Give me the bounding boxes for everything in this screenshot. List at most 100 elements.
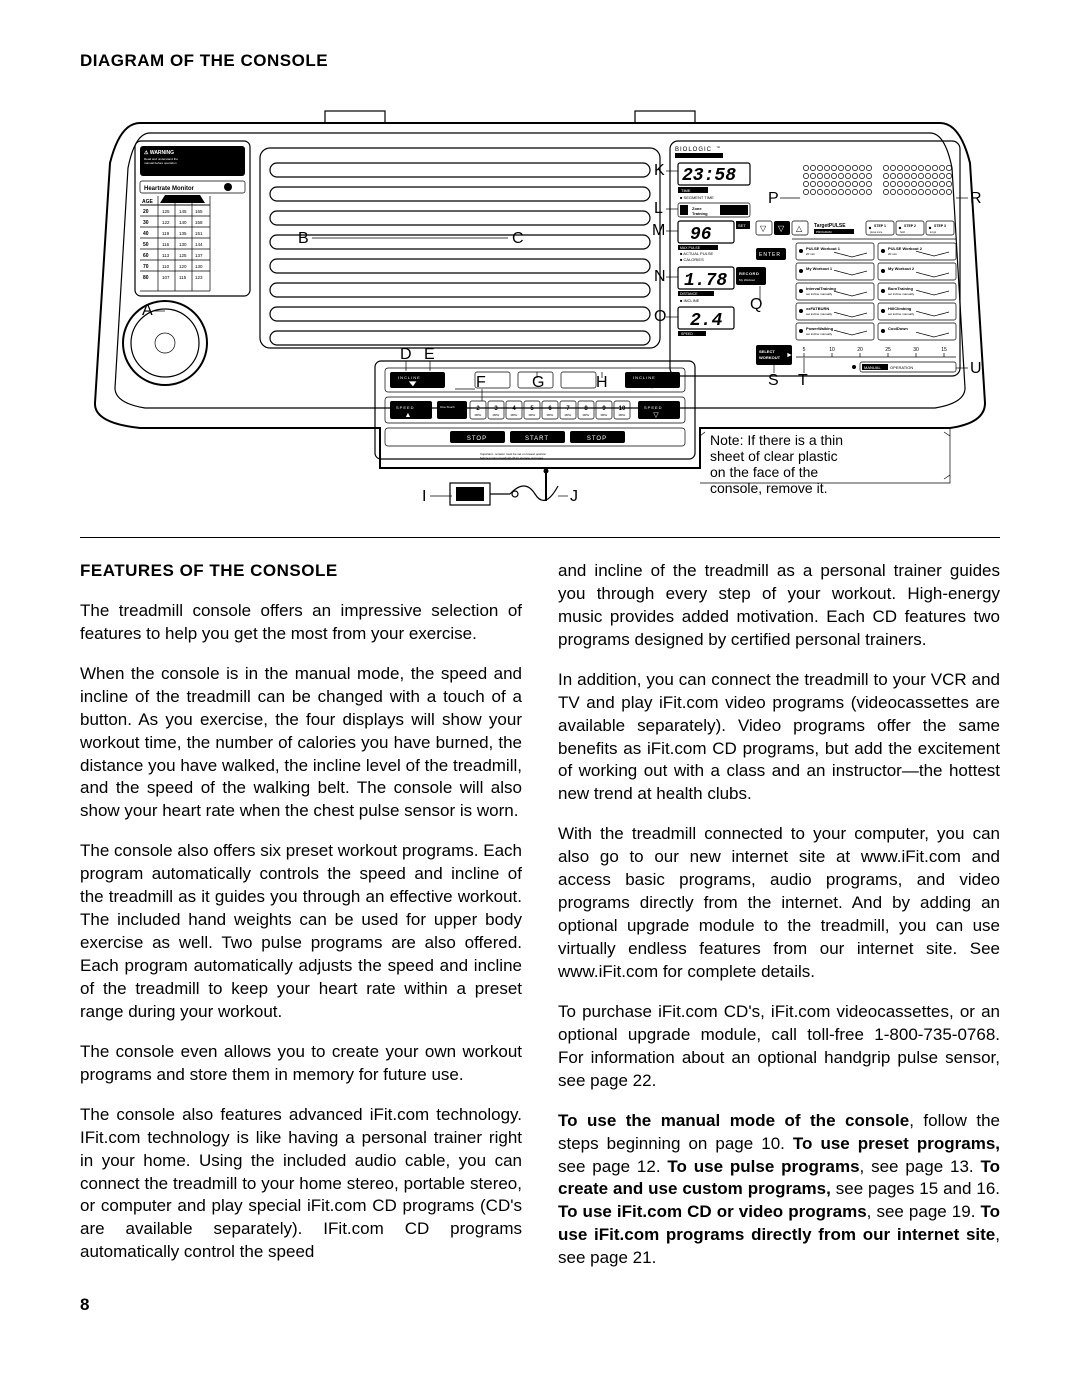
svg-text:135: 135 (179, 231, 187, 236)
svg-text:INCLINE: INCLINE (633, 375, 656, 380)
svg-text:5: 5 (803, 347, 806, 353)
body-paragraph: To purchase iFit.com CD's, iFit.com vide… (558, 1001, 1000, 1093)
svg-text:115: 115 (179, 275, 187, 280)
svg-text:E: E (424, 346, 435, 363)
svg-text:set incline manually: set incline manually (888, 312, 915, 316)
body-paragraph: In addition, you can connect the treadmi… (558, 669, 1000, 807)
svg-text:30: 30 (143, 220, 149, 226)
svg-text:STEP 2: STEP 2 (904, 224, 916, 228)
svg-text:8: 8 (584, 406, 588, 412)
svg-text:■ CALORIES: ■ CALORIES (680, 257, 704, 262)
svg-text:set incline manually: set incline manually (806, 292, 833, 296)
svg-text:■ SEGMENT TIME: ■ SEGMENT TIME (680, 195, 714, 200)
svg-text:MPH: MPH (583, 413, 590, 417)
svg-text:123: 123 (195, 275, 203, 280)
svg-text:P: P (768, 190, 779, 207)
display-speed: 2.4 (690, 311, 723, 331)
display-time: 23:58 (682, 166, 736, 186)
svg-text:40: 40 (143, 231, 149, 237)
svg-text:SELECT: SELECT (759, 349, 775, 354)
svg-text:M: M (652, 222, 665, 239)
section-divider (80, 537, 1000, 538)
svg-text:4: 4 (512, 406, 516, 412)
svg-text:TargetPULSE: TargetPULSE (814, 223, 846, 229)
svg-text:ENTER: ENTER (759, 252, 781, 258)
svg-text:119: 119 (162, 231, 170, 236)
svg-text:110: 110 (162, 264, 170, 269)
diagram-heading: DIAGRAM OF THE CONSOLE (80, 50, 1000, 73)
svg-text:■ INCLINE: ■ INCLINE (680, 298, 700, 303)
svg-text:158: 158 (195, 220, 203, 225)
svg-text:D: D (400, 346, 412, 363)
svg-text:50: 50 (143, 242, 149, 248)
svg-text:INCLINE: INCLINE (398, 375, 421, 380)
svg-text:START: START (525, 436, 549, 442)
svg-text:20: 20 (857, 347, 863, 353)
svg-text:let go: let go (930, 231, 937, 234)
svg-text:SET: SET (738, 223, 746, 228)
body-paragraph: With the treadmill connected to your com… (558, 823, 1000, 984)
svg-text:S: S (768, 372, 779, 389)
svg-text:►: ► (786, 352, 793, 359)
svg-text:120: 120 (179, 264, 187, 269)
svg-text:137: 137 (195, 253, 203, 258)
svg-text:▽: ▽ (778, 224, 785, 233)
svg-text:7: 7 (566, 406, 570, 412)
svg-text:PowerWalking: PowerWalking (806, 326, 834, 331)
svg-text:10: 10 (829, 347, 835, 353)
svg-text:SPEED: SPEED (644, 405, 663, 410)
left-column: FEATURES OF THE CONSOLE The treadmill co… (80, 560, 522, 1287)
body-paragraph: and incline of the treadmill as a person… (558, 560, 1000, 652)
svg-text:R: R (970, 190, 982, 207)
svg-text:STEP 1: STEP 1 (874, 224, 886, 228)
svg-text:L: L (654, 200, 663, 217)
svg-text:IntervalTraining: IntervalTraining (806, 286, 836, 291)
svg-text:set incline manually: set incline manually (806, 312, 833, 316)
console-svg: .st { stroke:#000; fill:none; } .th { st… (80, 83, 1000, 513)
svg-text:130: 130 (179, 242, 187, 247)
svg-text:MPH: MPH (475, 413, 482, 417)
svg-text:MPH: MPH (511, 413, 518, 417)
note-line1: Note: If there is a thin (710, 432, 843, 448)
display-distance: 1.78 (684, 271, 727, 291)
svg-text:▽: ▽ (760, 224, 767, 233)
console-diagram: .st { stroke:#000; fill:none; } .th { st… (80, 83, 1000, 513)
svg-text:MANUAL: MANUAL (864, 365, 881, 370)
svg-text:T: T (798, 372, 808, 389)
svg-text:STOP: STOP (467, 436, 487, 442)
heartrate-label: Heartrate Monitor (144, 186, 195, 192)
svg-text:10: 10 (619, 406, 626, 412)
svg-text:▲: ▲ (405, 412, 412, 419)
svg-text:BurnTraining: BurnTraining (888, 286, 913, 291)
svg-text:MPH: MPH (619, 413, 626, 417)
svg-text:MPH: MPH (493, 413, 500, 417)
svg-text:B: B (298, 230, 309, 247)
svg-text:STEP 3: STEP 3 (934, 224, 946, 228)
svg-text:20 min: 20 min (806, 252, 815, 256)
svg-text:A: A (142, 302, 153, 319)
svg-text:6: 6 (548, 406, 552, 412)
svg-text:125: 125 (179, 253, 187, 258)
svg-text:70: 70 (143, 264, 149, 270)
svg-text:F: F (476, 374, 486, 391)
svg-text:BIOLOGIC: BIOLOGIC (675, 147, 712, 153)
body-paragraph: The console also features advanced iFit.… (80, 1104, 522, 1265)
svg-text:HillClimbing: HillClimbing (888, 306, 912, 311)
svg-text:60: 60 (143, 253, 149, 259)
svg-text:MPH: MPH (565, 413, 572, 417)
svg-text:▲: ▲ (414, 384, 420, 390)
display-pulse: 96 (690, 225, 712, 245)
svg-text:△: △ (796, 224, 803, 233)
svg-text:My Workout 1: My Workout 1 (806, 266, 833, 271)
svg-text:Training: Training (692, 211, 708, 216)
svg-text:My Workout: My Workout (739, 278, 755, 282)
svg-text:▽: ▽ (653, 412, 659, 419)
svg-text:165: 165 (195, 209, 203, 214)
svg-text:▽: ▽ (650, 383, 655, 389)
svg-text:2: 2 (476, 406, 480, 412)
svg-text:manual before operation: manual before operation (144, 161, 177, 165)
body-columns: FEATURES OF THE CONSOLE The treadmill co… (80, 560, 1000, 1287)
svg-text:on the face of the: on the face of the (710, 464, 818, 480)
svg-text:MPH: MPH (529, 413, 536, 417)
svg-text:O: O (654, 308, 666, 325)
